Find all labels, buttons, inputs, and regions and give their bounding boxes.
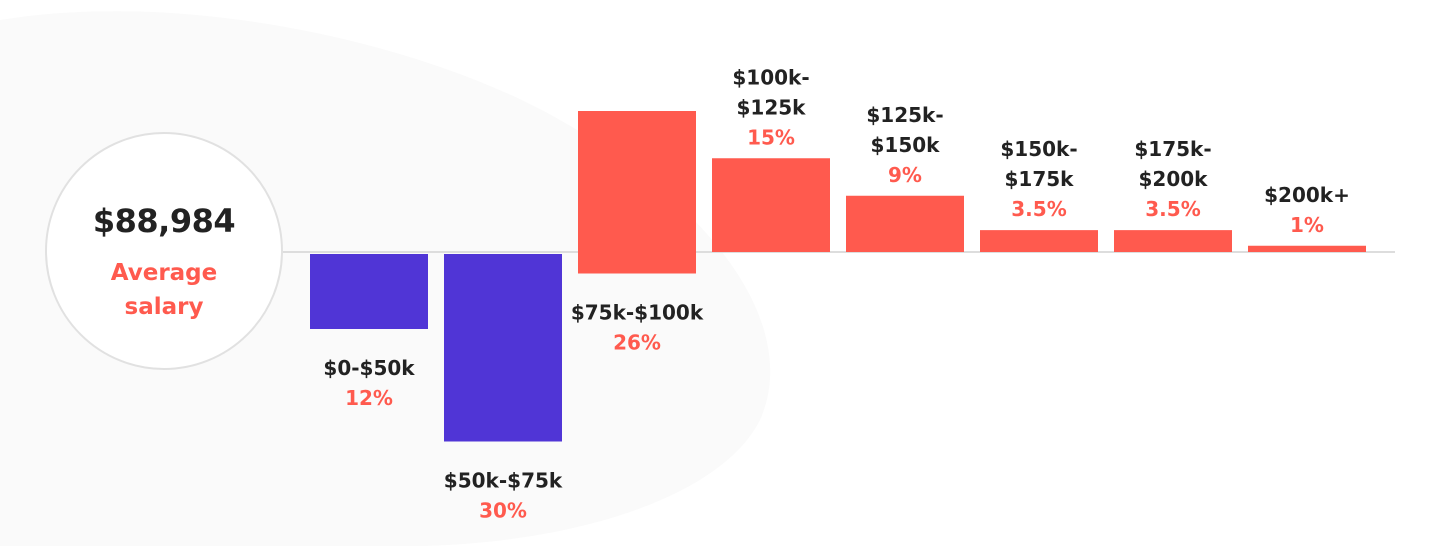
category-label-1: $50k-$75k: [444, 469, 563, 493]
bar-3: [712, 158, 830, 252]
bar-1: [444, 254, 562, 442]
bar-0: [310, 254, 428, 329]
category-label-0: $0-$50k: [323, 356, 415, 380]
percent-label-5: 3.5%: [1011, 197, 1066, 221]
category-label-5-line-1: $175k: [1005, 167, 1075, 191]
category-label-4-line-0: $125k-: [866, 103, 943, 127]
bar-5: [980, 230, 1098, 252]
bar-6: [1114, 230, 1232, 252]
average-salary-label: Average salary: [110, 260, 218, 320]
percent-label-2: 26%: [613, 331, 661, 355]
percent-label-1: 30%: [479, 499, 527, 523]
percent-label-6: 3.5%: [1145, 197, 1200, 221]
category-label-6-line-0: $175k-: [1134, 137, 1211, 161]
average-salary-circle: $88,984 Average salary: [45, 132, 283, 370]
labels-group: $0-$50k 12% $50k-$75k 30% $75k-$100k 26% $100k…: [323, 65, 1349, 522]
percent-label-7: 1%: [1290, 213, 1324, 237]
bar-7: [1248, 245, 1366, 252]
category-label-5-line-0: $150k-: [1000, 137, 1077, 161]
category-label-3-line-0: $100k-: [732, 65, 809, 89]
percent-label-4: 9%: [888, 163, 922, 187]
category-label-3-line-1: $125k: [737, 95, 807, 119]
bars-group: [310, 111, 1366, 442]
percent-label-3: 15%: [747, 125, 795, 149]
bar-2: [578, 111, 696, 274]
category-label-7: $200k+: [1264, 183, 1350, 207]
category-label-2: $75k-$100k: [571, 301, 704, 325]
category-label-4-line-1: $150k: [871, 133, 941, 157]
average-salary-value: $88,984: [92, 202, 236, 240]
bar-4: [846, 195, 964, 252]
percent-label-0: 12%: [345, 386, 393, 410]
category-label-6-line-1: $200k: [1139, 167, 1209, 191]
